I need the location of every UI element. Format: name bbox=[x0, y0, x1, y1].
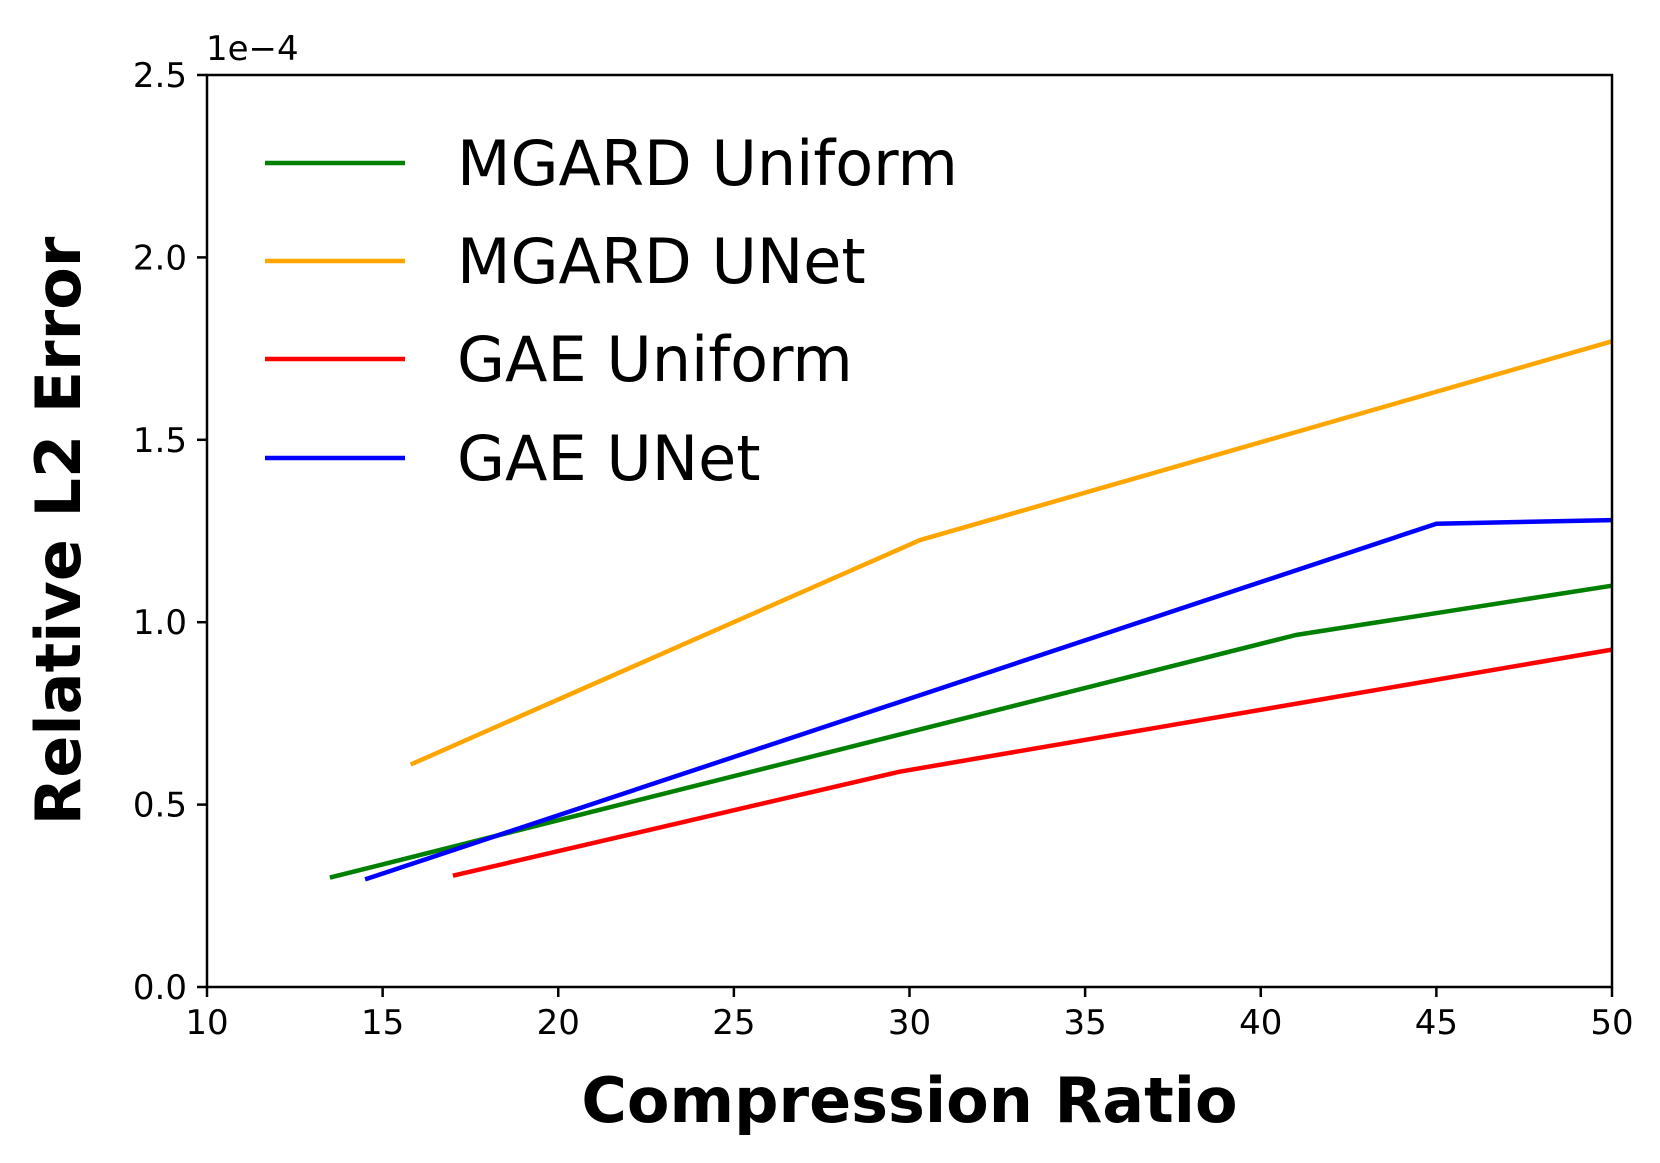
y-axis-title: Relative L2 Error bbox=[22, 236, 95, 825]
legend-label-3: GAE Uniform bbox=[457, 323, 853, 396]
y-tick-label: 0.0 bbox=[133, 968, 187, 1008]
legend-label-4: GAE UNet bbox=[457, 422, 761, 495]
x-tick-label: 10 bbox=[185, 1003, 228, 1043]
x-axis-ticks: 10 15 20 25 30 35 40 45 50 bbox=[185, 987, 1634, 1043]
series-layer bbox=[329, 339, 1613, 882]
x-tick-label: 35 bbox=[1063, 1003, 1106, 1043]
legend-label-1: MGARD Uniform bbox=[457, 127, 958, 200]
legend-label-2: MGARD UNet bbox=[457, 225, 866, 298]
series-line-3 bbox=[452, 647, 1613, 878]
series-line-2 bbox=[409, 339, 1613, 767]
x-tick-label: 45 bbox=[1415, 1003, 1458, 1043]
legend: MGARD Uniform MGARD UNet GAE Uniform GAE UN… bbox=[265, 127, 958, 495]
x-tick-label: 20 bbox=[537, 1003, 580, 1043]
x-tick-label: 30 bbox=[888, 1003, 931, 1043]
x-tick-label: 50 bbox=[1590, 1003, 1633, 1043]
y-tick-label: 2.5 bbox=[133, 56, 187, 96]
y-axis-offset-label: 1e−4 bbox=[206, 29, 299, 69]
y-tick-label: 0.5 bbox=[133, 786, 187, 826]
y-tick-label: 2.0 bbox=[133, 238, 187, 278]
x-tick-label: 15 bbox=[361, 1003, 404, 1043]
series-line-1 bbox=[329, 583, 1613, 880]
x-tick-label: 40 bbox=[1239, 1003, 1282, 1043]
y-tick-label: 1.0 bbox=[133, 603, 187, 643]
y-axis-ticks: 0.0 0.5 1.0 1.5 2.0 2.5 bbox=[133, 56, 207, 1008]
y-tick-label: 1.5 bbox=[133, 421, 187, 461]
series-line-4 bbox=[364, 517, 1613, 882]
x-axis-title: Compression Ratio bbox=[581, 1064, 1237, 1137]
x-tick-label: 25 bbox=[712, 1003, 755, 1043]
